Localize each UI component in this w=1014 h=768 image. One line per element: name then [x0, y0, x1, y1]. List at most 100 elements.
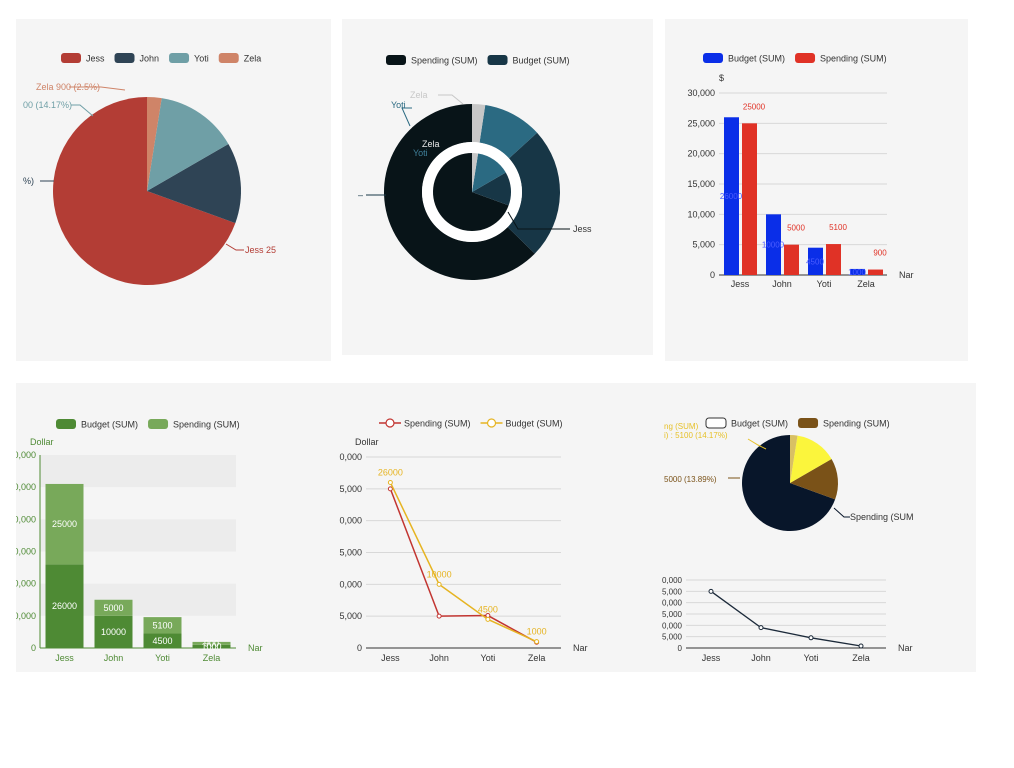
chart-panel-5: Spending (SUM) Budget (SUM) Dollar 0 5,000 0,… — [331, 383, 648, 672]
c6-legend-swatch-0 — [705, 417, 727, 429]
c6-legend-label-0: Budget (SUM) — [731, 419, 788, 429]
c2-leader-jess — [507, 211, 570, 230]
c3-ytick-4: 20,000 — [687, 149, 715, 159]
c4-xlabel: Nar — [248, 643, 263, 653]
chart-panel-6: Budget (SUM) Spending (SUM) ng (SUM) i) : 5… — [648, 383, 976, 672]
pie-chart-1: Jess John Yoti Zela Zela 900 (2.5%) 00 (14.17… — [23, 53, 276, 285]
c6-xlabel: Nar — [898, 643, 913, 653]
c4-label-budget-0: 26000 — [52, 601, 77, 611]
c2-label-jess: Jess — [573, 224, 592, 234]
c5-y-unit: Dollar — [355, 437, 379, 447]
c1-legend-swatch-1 — [114, 53, 135, 63]
c4-ytick-0: 0 — [31, 643, 36, 653]
c3-xtick-0: Jess — [731, 279, 750, 289]
c4-bar-budget-0 — [45, 564, 84, 648]
c6-label-john: 5000 (13.89%) — [664, 475, 717, 484]
c4-bar-budget-2 — [143, 633, 182, 648]
c2-legend-label-1: Budget (SUM) — [513, 56, 570, 66]
c4-ytick-2: 0,000 — [16, 579, 36, 589]
stacked-bar-chart-4: Budget (SUM) Spending (SUM) Dollar 0 0,000 0,… — [16, 419, 263, 663]
c5-legend-label-0: Spending (SUM) — [404, 419, 471, 429]
c4-label-budget-3: 1000 — [201, 641, 221, 651]
c3-ytick-3: 15,000 — [687, 179, 715, 189]
c5-ytick-1: 5,000 — [339, 611, 362, 621]
c1-leader-jess — [225, 243, 244, 251]
c4-label-budget-2: 4500 — [152, 636, 172, 646]
c5-point-0-1 — [436, 613, 442, 619]
c3-y-unit: $ — [719, 73, 724, 83]
c2-label-zela-inner: Zela — [422, 139, 440, 149]
c1-label-jess: Jess 25 — [245, 245, 276, 255]
c6-leader-yoti — [747, 438, 767, 450]
c3-label-budget-0: 26000 — [720, 192, 743, 201]
c6-legend-label-1: Spending (SUM) — [823, 419, 890, 429]
c3-bar-budget-0 — [724, 117, 739, 276]
c4-ytick-4: 0,000 — [16, 514, 36, 524]
c5-point-1-0 — [387, 479, 393, 485]
c5-xtick-2: Yoti — [481, 653, 496, 663]
c5-label-budget-0: 26000 — [378, 467, 403, 477]
c1-label-yoti: 00 (14.17%) — [23, 100, 72, 110]
c3-label-spending-3: 900 — [873, 249, 887, 258]
c5-line-0 — [389, 488, 537, 643]
c3-bar-spending-0 — [742, 123, 757, 275]
c6-slice-jess — [742, 435, 836, 531]
c3-legend-label-1: Spending (SUM) — [820, 54, 887, 64]
c1-legend-swatch-3 — [218, 53, 239, 63]
c4-legend-swatch-1 — [148, 419, 169, 429]
c5-ytick-4: 0,000 — [339, 516, 362, 526]
c5-ytick-6: 0,000 — [339, 452, 362, 462]
c5-xtick-0: Jess — [381, 653, 400, 663]
c5-label-budget-2: 4500 — [478, 604, 498, 614]
c1-slice-zela — [147, 97, 162, 191]
c5-ytick-2: 0,000 — [339, 579, 362, 589]
c5-ytick-0: 0 — [357, 643, 362, 653]
c3-bar-budget-1 — [766, 214, 781, 275]
c4-ytick-1: 0,000 — [16, 611, 36, 621]
c6-xtick-1: John — [751, 653, 771, 663]
c4-bar-spending-3 — [192, 641, 231, 645]
c6-ytick-1: 5,000 — [662, 633, 683, 642]
c2-label-yoti-outer: Yoti — [391, 100, 406, 110]
c6-point-0-0 — [708, 588, 714, 594]
c3-bar-budget-3 — [850, 268, 865, 275]
c1-legend-swatch-0 — [61, 53, 81, 63]
c4-bar-spending-0 — [45, 483, 84, 565]
c6-ytick-5: 5,000 — [662, 587, 683, 596]
c1-legend-label-3: Zela — [244, 54, 262, 64]
donut-chart-2: Spending (SUM) Budget (SUM)ZelaYoti–ZelaY… — [358, 55, 592, 280]
chart-panel-2: Spending (SUM) Budget (SUM) Zela Yoti – Zela Y… — [342, 19, 653, 355]
c2-outer-slice-john — [507, 132, 560, 254]
c4-bar-spending-2 — [143, 617, 182, 634]
c6-xtick-2: Yoti — [804, 653, 819, 663]
c1-slice-jess — [52, 97, 236, 285]
c1-label-zela: Zela 900 (2.5%) — [36, 82, 100, 92]
c4-y-unit: Dollar — [30, 437, 54, 447]
c2-label-john-outer: – — [358, 190, 363, 200]
pie-line-chart-6: Budget (SUM) Spending (SUM) ng (SUM)i) : 5… — [662, 417, 914, 663]
c6-label-yoti: i) : 5100 (14.17%) — [664, 431, 728, 440]
c4-legend-label-1: Spending (SUM) — [173, 420, 240, 430]
c2-legend-swatch-1 — [487, 55, 508, 65]
c3-label-spending-0: 25000 — [743, 102, 766, 111]
c5-xtick-1: John — [429, 653, 449, 663]
c4-label-spending-2: 5100 — [152, 620, 172, 630]
c4-label-spending-0: 25000 — [52, 519, 77, 529]
c6-leader-jess — [833, 507, 850, 518]
c3-ytick-5: 25,000 — [687, 118, 715, 128]
c4-xtick-1: John — [104, 653, 124, 663]
c6-slice-john — [790, 459, 838, 500]
c5-xtick-3: Zela — [528, 653, 546, 663]
c4-xtick-2: Yoti — [155, 653, 170, 663]
chart-panel-4: Budget (SUM) Spending (SUM) Dollar 0 0,000 0,… — [16, 383, 331, 672]
c5-label-budget-1: 10000 — [427, 569, 452, 579]
c6-slice-yoti — [790, 435, 832, 483]
c1-leader-yoti — [71, 104, 94, 117]
c1-legend-swatch-2 — [169, 53, 190, 63]
c6-xtick-3: Zela — [852, 653, 870, 663]
c5-legend-marker-1 — [486, 418, 497, 428]
c4-bar-spending-1 — [94, 599, 133, 616]
c4-legend-swatch-0 — [56, 419, 76, 429]
c3-label-budget-2: 4500 — [806, 257, 824, 266]
c6-ytick-3: 5,000 — [662, 610, 683, 619]
